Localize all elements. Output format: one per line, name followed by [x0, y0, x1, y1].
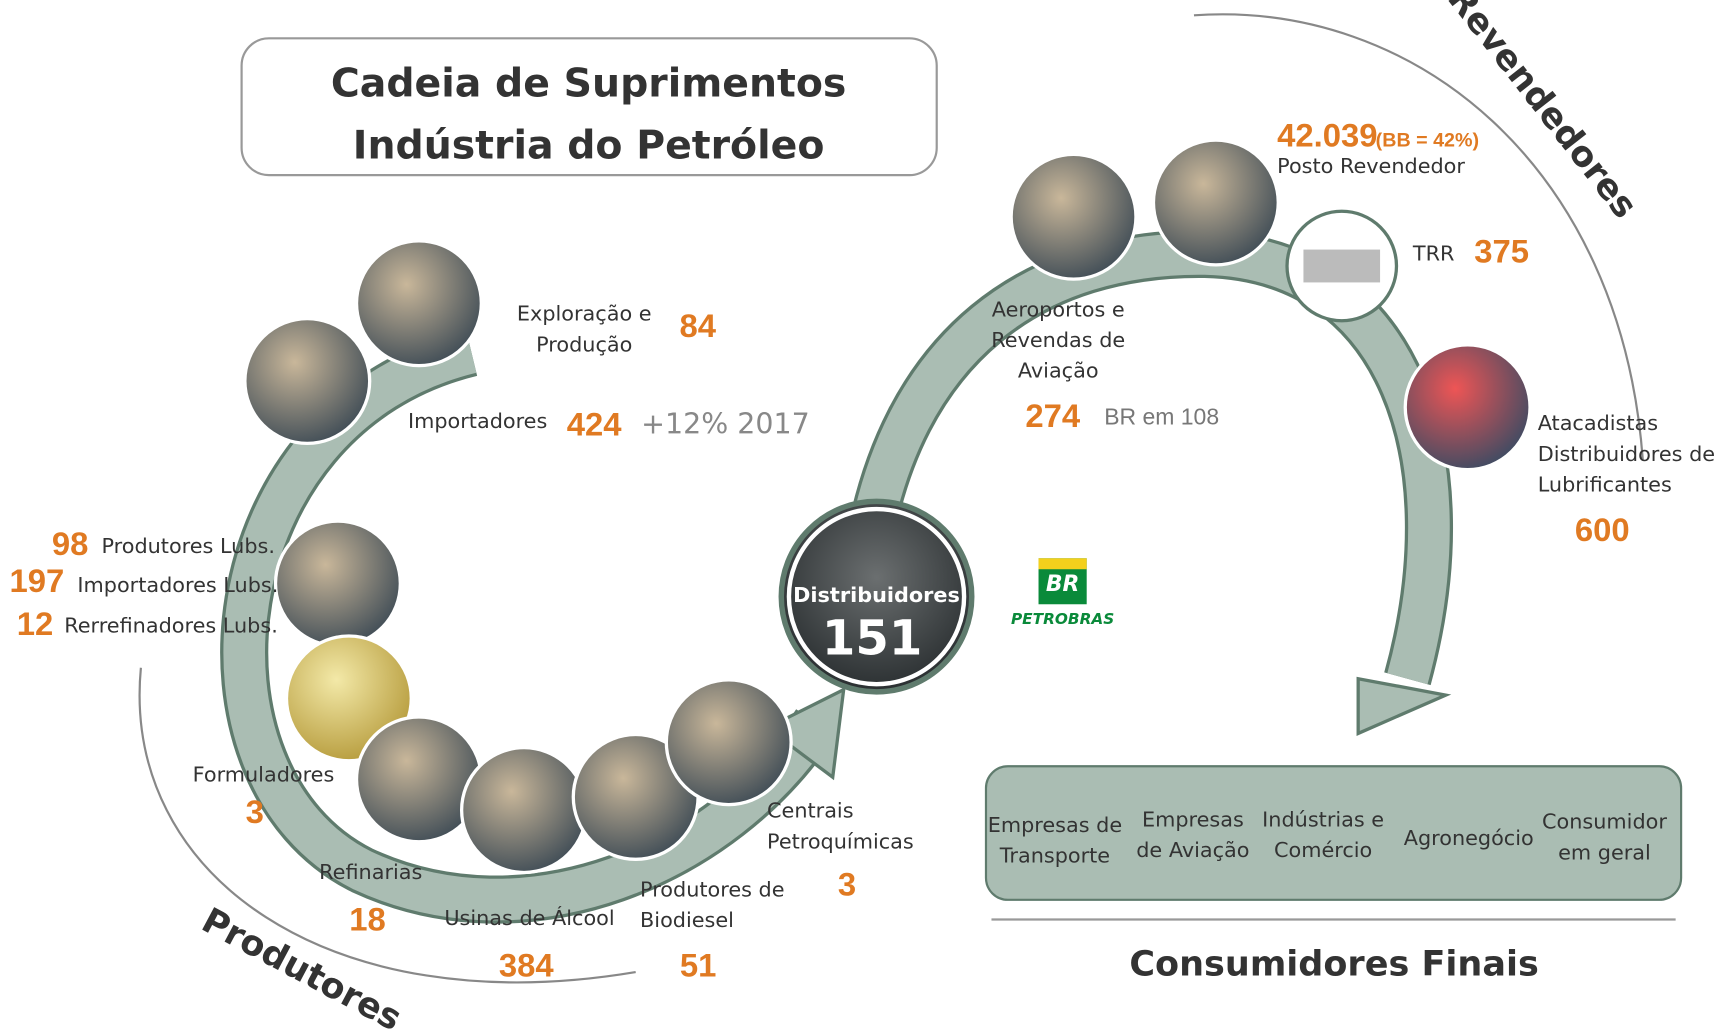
consumer: Indústrias e: [1262, 807, 1384, 831]
node-value: 42.039: [1277, 117, 1377, 154]
node-label: Aeroportos e: [992, 297, 1125, 321]
node-value: 12: [17, 605, 54, 642]
node-note: (BB = 42%): [1376, 130, 1479, 152]
title: Cadeia de Suprimentos: [331, 60, 847, 106]
consumer: Comércio: [1274, 838, 1372, 862]
logo-name: PETROBRAS: [1011, 610, 1114, 628]
consumer: de Aviação: [1136, 838, 1249, 862]
section-label: Consumidores Finais: [1129, 943, 1538, 984]
node-label: Refinarias: [319, 860, 422, 884]
node-label: Centrais: [767, 799, 853, 823]
node-label: Produtores Lubs.: [101, 534, 275, 558]
consumer: Agronegócio: [1404, 826, 1534, 850]
node-label: TRR: [1412, 242, 1455, 266]
node-value: 84: [679, 307, 716, 344]
node-label: Aviação: [1018, 359, 1099, 383]
node-label: Usinas de Álcool: [444, 905, 614, 930]
node-label: Produtores de: [640, 878, 784, 902]
node-value: 3: [838, 865, 856, 902]
node-value: 375: [1474, 233, 1529, 270]
consumer: em geral: [1558, 840, 1651, 864]
node-label: Petroquímicas: [767, 829, 914, 853]
node-label: Importadores Lubs.: [77, 573, 278, 597]
node-label: Lubrificantes: [1538, 473, 1672, 497]
consumer: Transporte: [999, 844, 1110, 868]
node-label: Atacadistas: [1538, 411, 1658, 435]
section-label: Revendedores: [1439, 0, 1645, 226]
node-label: Rerrefinadores Lubs.: [64, 614, 278, 638]
node-label: Biodiesel: [640, 908, 734, 932]
node-label: Posto Revendedor: [1277, 154, 1465, 178]
consumer: Empresas de: [988, 813, 1122, 837]
node-label: Distribuidores de: [1538, 442, 1715, 466]
consumer: Empresas: [1142, 807, 1244, 831]
title: Indústria do Petróleo: [353, 123, 825, 169]
node-label: Produção: [536, 332, 632, 356]
node-label: Exploração e: [517, 302, 652, 326]
diagram: Cadeia de Suprimentos Indústria do Petró…: [0, 0, 1718, 1029]
node-label: Revendas de: [991, 328, 1125, 352]
consumer: Consumidor: [1542, 810, 1667, 834]
node-value: 3: [246, 793, 264, 830]
node-label: Distribuidores: [793, 583, 960, 607]
node-value: 384: [499, 946, 555, 983]
logo-mark: BR: [1046, 572, 1080, 597]
node-value: 18: [349, 900, 386, 937]
node-value: 274: [1025, 397, 1081, 434]
node-value: 424: [567, 406, 623, 443]
page: Cadeia de Suprimentos Indústria do Petró…: [0, 0, 1718, 1029]
node-value: 98: [52, 525, 89, 562]
node-value: 151: [822, 611, 923, 667]
node-note: +12% 2017: [641, 407, 810, 440]
node-label: Importadores: [408, 409, 547, 433]
node-note: BR em 108: [1104, 404, 1219, 430]
node-label: Formuladores: [193, 763, 335, 787]
node-value: 51: [680, 946, 717, 983]
node-value: 197: [9, 562, 64, 599]
node-value: 600: [1575, 511, 1630, 548]
